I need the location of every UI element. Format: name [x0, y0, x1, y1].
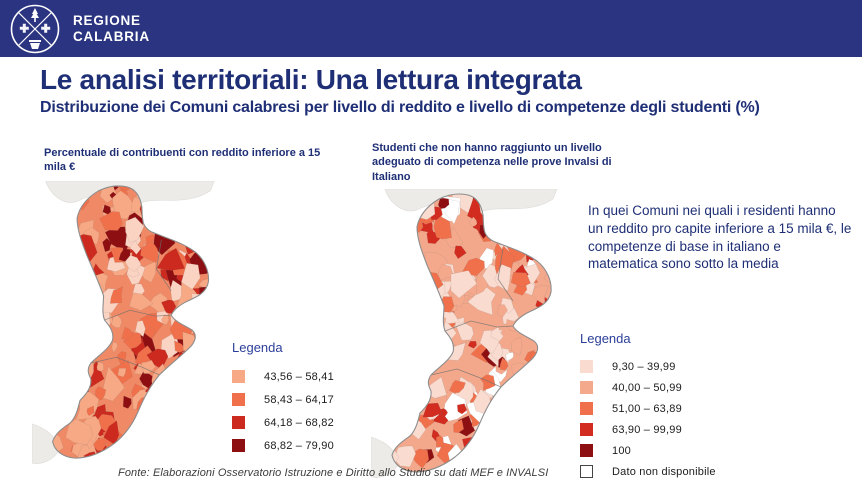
- legend-item: 51,00 – 63,89: [580, 398, 716, 419]
- page-title: Le analisi territoriali: Una lettura int…: [40, 64, 582, 95]
- legend-swatch: [580, 402, 593, 415]
- legend-rows: 43,56 – 58,41 58,43 – 64,17 64,18 – 68,82 6…: [232, 365, 334, 457]
- legend-item: 9,30 – 39,99: [580, 356, 716, 377]
- brand-text: REGIONE CALABRIA: [73, 13, 150, 45]
- legend-label: Dato non disponibile: [612, 465, 716, 478]
- legend-invalsi: Legenda 9,30 – 39,99 40,00 – 50,99 51,00 –…: [580, 331, 716, 482]
- legend-item: 40,00 – 50,99: [580, 377, 716, 398]
- legend-label: 9,30 – 39,99: [612, 360, 676, 373]
- legend-swatch: [232, 416, 245, 429]
- legend-item: 43,56 – 58,41: [232, 365, 334, 388]
- legend-item: Dato non disponibile: [580, 461, 716, 482]
- legend-label: 68,82 – 79,90: [264, 439, 334, 452]
- legend-swatch: [580, 423, 593, 436]
- legend-swatch: [580, 465, 593, 478]
- legend-item: 64,18 – 68,82: [232, 411, 334, 434]
- legend-label: 40,00 – 50,99: [612, 381, 682, 394]
- tree-icon: [31, 7, 39, 22]
- brand-line1: REGIONE: [73, 12, 141, 28]
- brand-line2: CALABRIA: [73, 28, 150, 44]
- legend-label: 51,00 – 63,89: [612, 402, 682, 415]
- legend-label: 64,18 – 68,82: [264, 416, 334, 429]
- legend-item: 63,90 – 99,99: [580, 419, 716, 440]
- legend-item: 100: [580, 440, 716, 461]
- legend-rows: 9,30 – 39,99 40,00 – 50,99 51,00 – 63,89 63…: [580, 356, 716, 482]
- page-subtitle: Distribuzione dei Comuni calabresi per l…: [40, 99, 760, 116]
- legend-swatch: [232, 393, 245, 406]
- legend-reddito: Legenda 43,56 – 58,41 58,43 – 64,17 64,18 …: [232, 340, 334, 457]
- choropleth-map-reddito: [32, 181, 215, 464]
- legend-item: 68,82 – 79,90: [232, 434, 334, 457]
- right-map-caption: Studenti che non hanno raggiunto un live…: [372, 142, 612, 183]
- legend-title: Legenda: [580, 331, 631, 346]
- legend-swatch: [580, 444, 593, 457]
- source-note: Fonte: Elaborazioni Osservatorio Istruzi…: [118, 467, 549, 479]
- column-icon: [29, 39, 41, 49]
- legend-title: Legenda: [232, 340, 283, 355]
- legend-label: 58,43 – 64,17: [264, 393, 334, 406]
- legend-label: 43,56 – 58,41: [264, 370, 334, 383]
- header-bar: REGIONE CALABRIA: [0, 0, 862, 57]
- left-map-caption: Percentuale di contribuenti con reddito …: [44, 147, 321, 174]
- choropleth-map-invalsi: [371, 189, 558, 478]
- regione-calabria-logo: [10, 4, 60, 53]
- callout-text: In quei Comuni nei quali i residenti han…: [588, 203, 852, 272]
- legend-swatch: [232, 370, 245, 383]
- legend-label: 63,90 – 99,99: [612, 423, 682, 436]
- cross-icons: [19, 23, 51, 33]
- legend-swatch: [580, 360, 593, 373]
- legend-swatch: [580, 381, 593, 394]
- legend-item: 58,43 – 64,17: [232, 388, 334, 411]
- legend-label: 100: [612, 444, 631, 457]
- legend-swatch: [232, 439, 245, 452]
